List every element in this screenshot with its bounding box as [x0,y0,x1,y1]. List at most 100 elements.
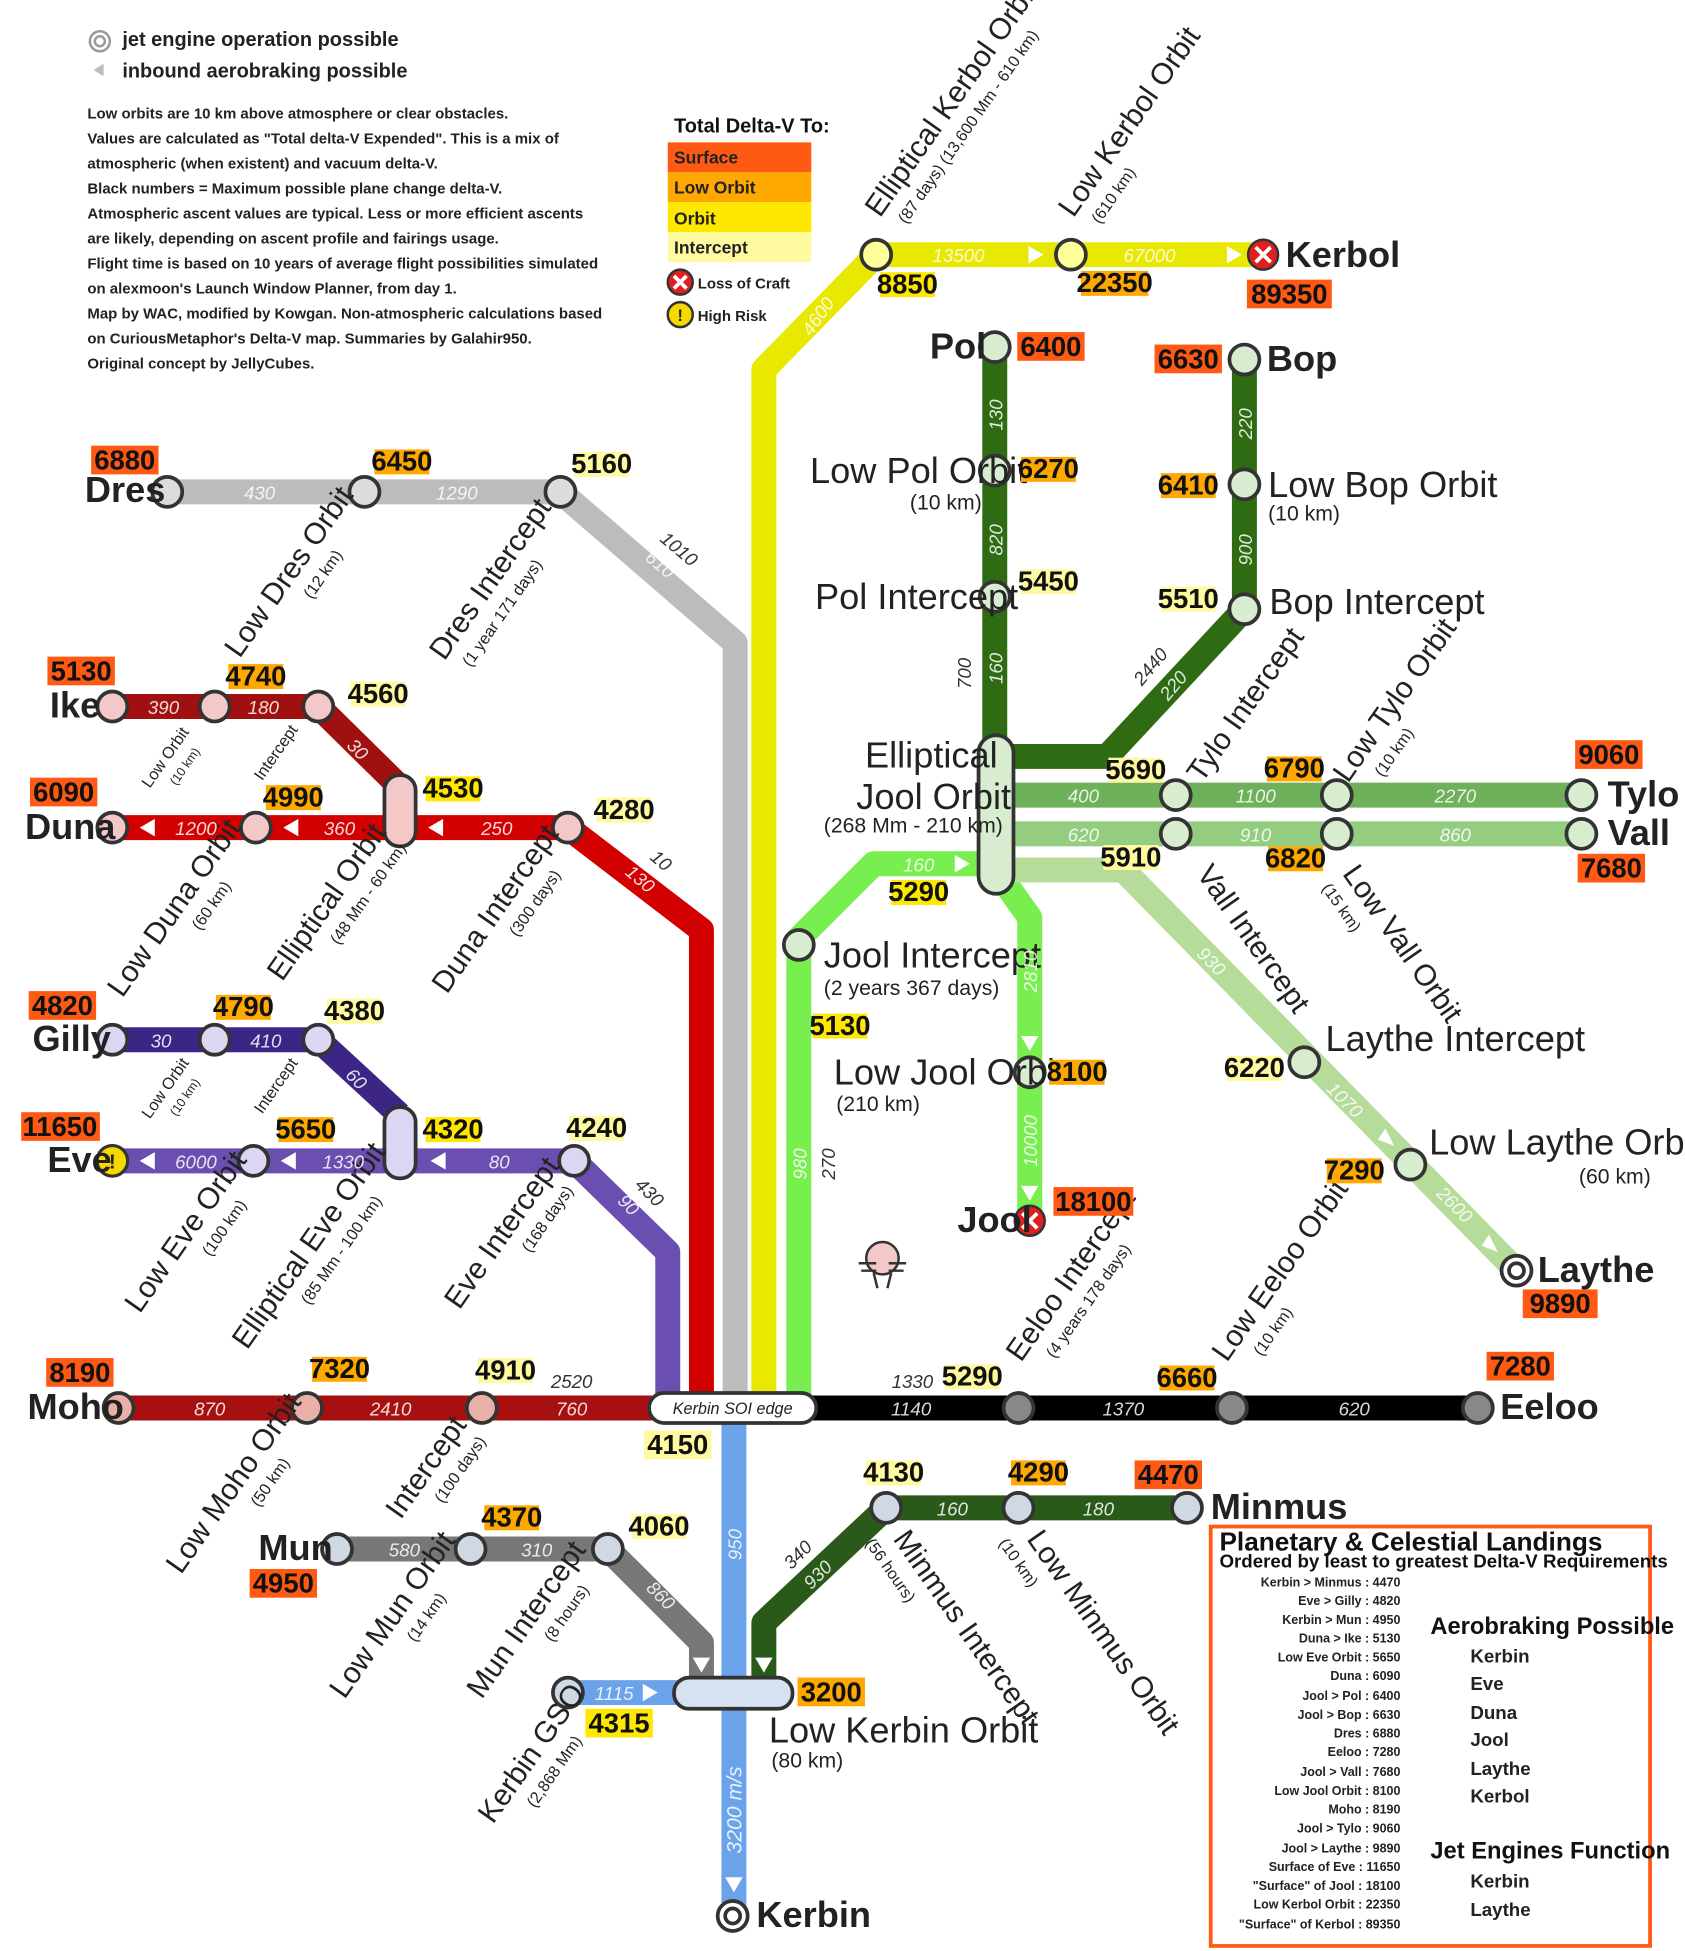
station-jool-int [781,928,816,962]
name-dres: Dres [85,469,165,510]
station-eve-ell [382,1105,418,1181]
label-low-pol-sub: (10 km) [910,491,982,514]
arrow-gso [642,1683,658,1702]
badge-kerbol-s: 89350 [1251,278,1327,309]
arrow-duna-2 [283,818,299,837]
landing-row: Jool > Vall : 7680 [1300,1765,1400,1779]
badge-ike-s: 5130 [51,655,112,686]
key-surface: Surface [674,148,738,168]
note-line: are likely, depending on ascent profile … [87,230,498,247]
name-vall: Vall [1608,812,1670,853]
station-mun-lo [453,1532,488,1566]
label-low-jool-sub: (210 km) [836,1093,920,1116]
seg-jool-in: 160 [903,854,935,875]
badge-jool-i: 5130 [809,1010,870,1041]
seg-dres1: 430 [244,482,276,503]
landing-row: "Surface" of Kerbol : 89350 [1239,1917,1401,1931]
station-jool-ell [976,733,1016,896]
name-pol: Pol [930,325,986,366]
station-eeloo-lo [1215,1391,1249,1425]
landing-row: Low Jool Orbit : 8100 [1274,1784,1400,1798]
station-gilly [95,1022,130,1057]
label-gilly-int: Intercept [251,1055,302,1117]
walrus-icon [858,1240,907,1289]
station-vall-int [1158,816,1193,851]
station-moho-lo [290,1391,324,1425]
station-bop-int [1227,592,1262,627]
key-risk: High Risk [698,308,768,325]
seg-jool-up-b: 270 [818,1148,839,1181]
arrow-minmus [755,1657,773,1673]
label-low-duna: Low Duna Orbit [101,813,248,1003]
badge-tylo-s: 9060 [1578,739,1639,770]
arrow-laythe-1 [1377,1128,1395,1146]
badge-ike-i: 4560 [348,678,409,709]
arrow-eve-3 [430,1152,446,1170]
badge-vall-s: 7680 [1581,853,1642,884]
label-low-dres: Low Dres Orbit [218,480,360,663]
badge-minmus-lo: 4290 [1008,1457,1069,1488]
badge-vall-lo: 6820 [1265,843,1326,874]
note-line: Values are calculated as "Total delta-V … [87,131,559,148]
seg-duna2: 360 [324,818,356,839]
station-mun [320,1532,354,1566]
seg-bop2: 900 [1235,534,1256,566]
badge-jool-ell: 5290 [888,876,949,907]
station-tylo-int [1158,778,1193,812]
station-eeloo [1460,1391,1495,1425]
seg-eeloo3: 620 [1339,1398,1371,1419]
key-title: Total Delta-V To: [674,115,830,137]
badge-gso: 4315 [589,1708,650,1739]
badge-duna-o: 4530 [423,773,484,804]
landing-row: Low Kerbol Orbit : 22350 [1254,1897,1401,1911]
landings-title: Planetary & Celestial Landings [1219,1526,1602,1556]
seg-gso: 1115 [595,1683,634,1704]
badge-eeloo-i: 5290 [942,1361,1003,1392]
station-dres [150,474,185,509]
arrow-jool-s [1020,1185,1039,1201]
seg-pol1: 130 [985,399,1006,431]
label-jool-ell: Elliptical [865,735,998,776]
name-duna: Duna [25,806,116,847]
svg-text:!: ! [678,307,683,325]
seg-gilly2: 410 [250,1030,282,1051]
badge-mun-lo: 4370 [481,1502,542,1533]
badge-tylo-lo: 6790 [1264,753,1325,784]
seg-eeloo1a: 1330 [892,1371,934,1392]
key-low-orbit: Low Orbit [674,178,756,198]
seg-eve1: 6000 [175,1151,217,1172]
note-line: on alexmoon's Launch Window Planner, fro… [87,280,456,297]
station-laythe-inner [1507,1261,1526,1281]
station-minmus-lo [1001,1490,1036,1525]
arrow-jool-lo [1020,1036,1039,1052]
station-minmus-int [869,1490,904,1525]
label-pol-int: Pol Intercept [815,576,1018,617]
label-bop-int: Bop Intercept [1269,581,1484,622]
seg-duna3: 250 [480,818,513,839]
jool-line [786,851,987,1408]
note-line: Original concept by JellyCubes. [87,355,314,372]
badge-pol-i: 5450 [1018,565,1079,596]
station-vall-lo [1319,816,1354,851]
value-badges: 6880 6450 5160 5130 4740 4560 6090 4990 … [21,267,1646,1739]
seg-eeloo1b: 1140 [891,1398,932,1419]
badge-kerbol-lo: 22350 [1076,267,1152,298]
seg-jool-up-a: 980 [789,1148,810,1180]
name-mun: Mun [258,1527,332,1568]
label-laythe-int: Laythe Intercept [1326,1018,1586,1059]
note-line: Black numbers = Maximum possible plane c… [87,181,502,198]
aero-arrows [139,245,1498,1893]
seg-jool-s: 10000 [1020,1114,1041,1167]
badge-gilly-i: 4380 [324,995,385,1026]
label-low-kerbol: Low Kerbol Orbit [1052,20,1207,222]
aero-item: Eve [1470,1673,1503,1694]
aero-item: Duna [1470,1702,1517,1723]
badge-eeloo-s: 7280 [1490,1351,1551,1382]
legend-aero: inbound aerobraking possible [122,60,407,82]
aero-item: Kerbin [1470,1646,1529,1667]
label-soi: Kerbin SOI edge [673,1400,793,1418]
label-low-bop: Low Bop Orbit [1268,464,1497,505]
badge-soi: 4150 [647,1429,708,1460]
name-laythe: Laythe [1538,1249,1655,1290]
